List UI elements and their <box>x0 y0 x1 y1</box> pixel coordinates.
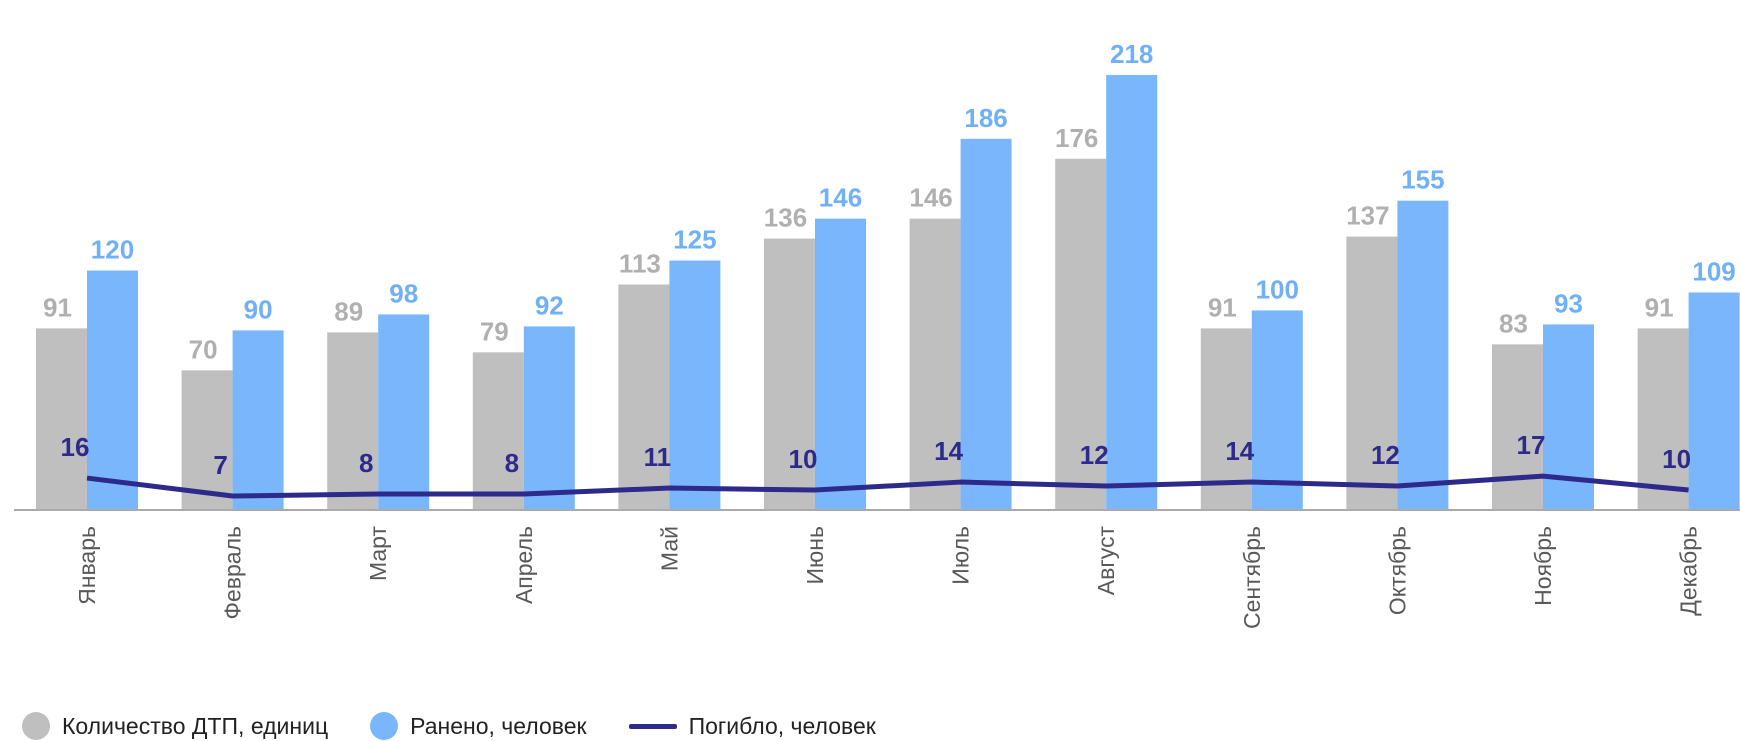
data-label-killed-5: 10 <box>789 444 818 474</box>
x-tick-label-1: Февраль <box>220 526 246 619</box>
bar-injured-7 <box>1106 74 1158 510</box>
data-label-injured-4: 125 <box>673 225 716 255</box>
data-label-accidents-4: 113 <box>619 248 661 278</box>
data-label-accidents-8: 91 <box>1208 292 1237 322</box>
data-label-accidents-3: 79 <box>480 316 509 346</box>
data-label-injured-2: 98 <box>389 278 418 308</box>
bar-accidents-2 <box>327 332 379 510</box>
bar-injured-5 <box>815 218 866 510</box>
data-label-killed-9: 12 <box>1371 440 1400 470</box>
data-label-killed-7: 12 <box>1080 440 1109 470</box>
legend: Количество ДТП, единиц Ранено, человек П… <box>22 712 918 740</box>
data-label-injured-8: 100 <box>1256 274 1299 304</box>
data-label-injured-10: 93 <box>1554 288 1583 318</box>
legend-label-injured: Ранено, человек <box>410 712 587 739</box>
bar-accidents-11 <box>1637 328 1689 510</box>
data-label-killed-3: 8 <box>505 448 519 478</box>
data-label-accidents-0: 91 <box>43 292 72 322</box>
x-tick-label-5: Июнь <box>802 526 828 584</box>
legend-item-killed: Погибло, человек <box>628 712 876 740</box>
data-label-killed-1: 7 <box>213 450 227 480</box>
bar-injured-11 <box>1688 292 1740 510</box>
data-label-accidents-5: 136 <box>764 203 807 233</box>
bar-accidents-1 <box>181 370 233 510</box>
bar-injured-3 <box>523 326 575 510</box>
legend-item-injured: Ранено, человек <box>370 712 587 740</box>
x-tick-label-7: Август <box>1093 526 1119 596</box>
x-tick-label-3: Апрель <box>511 526 537 604</box>
data-label-accidents-10: 83 <box>1499 308 1528 338</box>
data-label-killed-4: 11 <box>644 442 672 472</box>
data-label-killed-0: 16 <box>61 432 90 462</box>
x-tick-label-11: Декабрь <box>1676 526 1702 616</box>
bar-injured-4 <box>669 260 721 510</box>
data-label-injured-11: 109 <box>1692 256 1735 286</box>
bar-injured-8 <box>1251 310 1303 510</box>
data-label-injured-5: 146 <box>819 183 862 213</box>
x-tick-label-8: Сентябрь <box>1239 526 1265 629</box>
x-tick-label-9: Октябрь <box>1384 526 1410 615</box>
legend-label-accidents: Количество ДТП, единиц <box>62 712 329 739</box>
data-label-injured-0: 120 <box>91 235 134 265</box>
bar-injured-1 <box>232 330 284 510</box>
data-label-accidents-6: 146 <box>909 183 952 213</box>
legend-item-accidents: Количество ДТП, единиц <box>22 712 328 740</box>
data-label-killed-10: 17 <box>1517 430 1546 460</box>
data-label-killed-8: 14 <box>1225 436 1254 466</box>
data-label-injured-7: 218 <box>1110 39 1153 69</box>
data-label-accidents-1: 70 <box>189 334 218 364</box>
bar-accidents-4 <box>618 284 670 510</box>
data-label-accidents-11: 91 <box>1645 292 1674 322</box>
data-label-injured-3: 92 <box>535 290 564 320</box>
data-label-killed-2: 8 <box>359 448 373 478</box>
x-tick-label-2: Март <box>365 526 391 581</box>
bar-injured-6 <box>960 138 1012 510</box>
line-killed <box>86 473 1689 499</box>
legend-swatch-injured <box>370 712 399 740</box>
data-label-accidents-7: 176 <box>1055 123 1098 153</box>
bar-injured-0 <box>87 270 138 510</box>
bar-accidents-9 <box>1346 236 1398 510</box>
data-label-killed-11: 10 <box>1662 444 1691 474</box>
bar-accidents-5 <box>764 238 815 510</box>
data-label-accidents-2: 89 <box>334 296 363 326</box>
data-label-injured-9: 155 <box>1401 165 1444 195</box>
bar-accidents-3 <box>472 352 524 510</box>
x-tick-label-4: Май <box>656 526 682 571</box>
bar-accidents-8 <box>1200 328 1252 510</box>
data-label-injured-1: 90 <box>244 294 273 324</box>
x-tick-label-0: Январь <box>74 526 100 605</box>
bar-injured-9 <box>1397 200 1449 511</box>
data-label-killed-6: 14 <box>934 436 963 466</box>
bar-accidents-0 <box>36 328 87 510</box>
bar-injured-2 <box>378 314 430 510</box>
bar-accidents-7 <box>1055 158 1107 511</box>
bar-accidents-6 <box>909 218 961 510</box>
x-tick-label-10: Ноябрь <box>1530 526 1556 606</box>
x-tick-label-6: Июль <box>948 526 974 585</box>
legend-swatch-accidents <box>22 712 50 740</box>
legend-swatch-killed <box>628 723 677 729</box>
data-label-injured-6: 186 <box>964 103 1007 133</box>
legend-label-killed: Погибло, человек <box>688 712 876 739</box>
chart: 91 70 89 79 113 136 146 176 91 137 83 91 120 90 98 92 12… <box>14 39 1740 629</box>
data-label-accidents-9: 137 <box>1346 201 1389 231</box>
bar-accidents-10 <box>1492 344 1543 510</box>
